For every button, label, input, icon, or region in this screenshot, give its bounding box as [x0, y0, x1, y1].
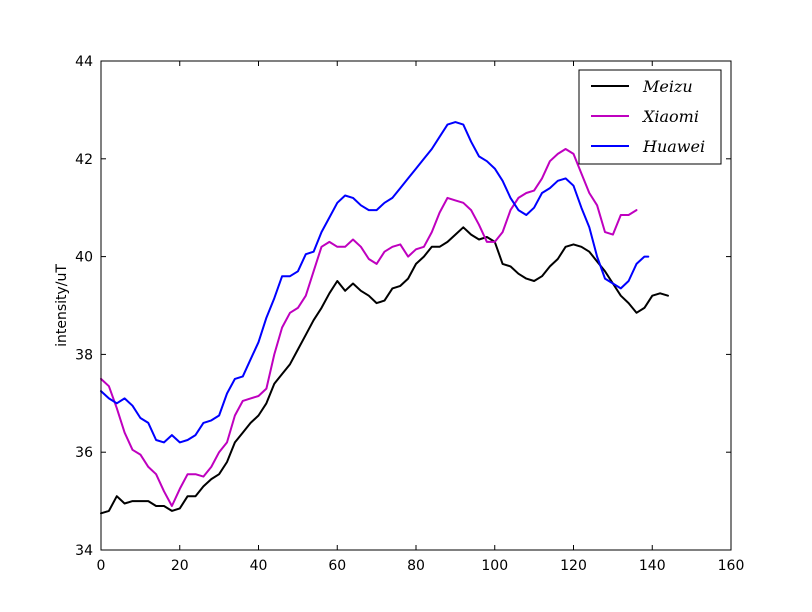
x-tick-label: 0	[97, 558, 106, 574]
series-line-huawei	[100, 121, 650, 444]
x-tick-label: 120	[560, 558, 587, 574]
series-line-xiaomi	[100, 148, 638, 507]
legend: Meizu Xiaomi Huawei	[578, 69, 722, 165]
x-tick-label: 160	[718, 558, 745, 574]
y-tick-label: 38	[75, 347, 93, 363]
y-tick-label: 44	[75, 54, 93, 70]
y-tick-label: 42	[75, 152, 93, 168]
legend-label-xiaomi: Xiaomi	[641, 107, 699, 126]
x-tick-label: 20	[171, 558, 189, 574]
y-tick-label: 36	[75, 445, 93, 461]
y-tick-label: 34	[75, 543, 93, 559]
series-line-meizu	[100, 226, 669, 515]
x-tick-label: 140	[639, 558, 666, 574]
y-axis-label: intensity/uT	[54, 264, 70, 347]
legend-label-huawei: Huawei	[642, 137, 705, 156]
x-tick-label: 80	[407, 558, 425, 574]
legend-label-meizu: Meizu	[642, 77, 693, 96]
y-tick-label: 40	[75, 250, 93, 266]
x-tick-label: 100	[481, 558, 508, 574]
x-tick-label: 40	[250, 558, 268, 574]
x-tick-label: 60	[328, 558, 346, 574]
series-layer	[100, 121, 669, 515]
ticks-layer: 0 20 40 60 80 100 120 140 160 34 36 38 40 42 44	[75, 54, 744, 574]
